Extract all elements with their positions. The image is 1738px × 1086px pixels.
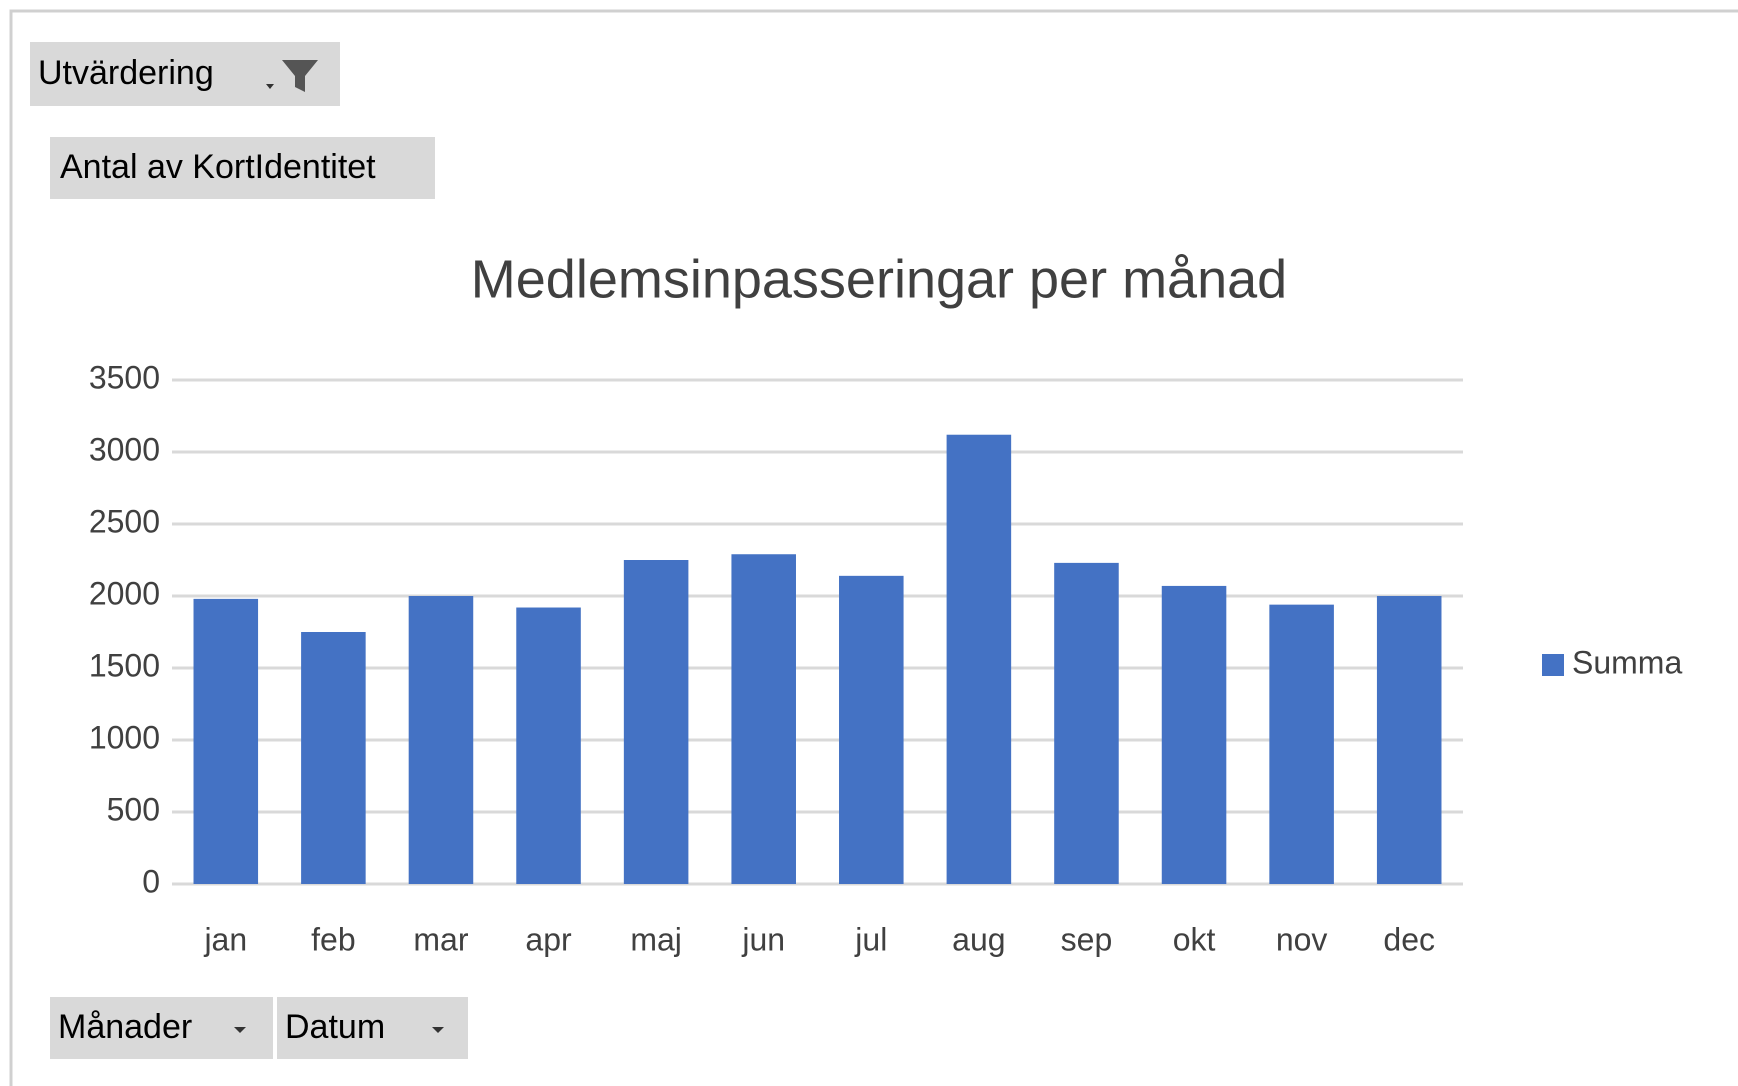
bar bbox=[623, 560, 689, 884]
x-tick-label: apr bbox=[525, 921, 572, 957]
legend-swatch bbox=[1542, 654, 1564, 676]
axis-field-button[interactable]: Datum bbox=[277, 997, 468, 1059]
dropdown-arrow bbox=[432, 1027, 444, 1033]
x-tick-label: maj bbox=[630, 921, 682, 957]
y-tick-label: 1000 bbox=[89, 719, 160, 755]
bar bbox=[946, 434, 1012, 884]
axis-field-label: Datum bbox=[285, 1008, 385, 1046]
x-tick-label: sep bbox=[1061, 921, 1113, 957]
value-field-label: Antal av KortIdentitet bbox=[60, 148, 376, 186]
y-tick-label: 1500 bbox=[89, 647, 160, 683]
y-tick-label: 3000 bbox=[89, 431, 160, 467]
axis-field-label: Månader bbox=[58, 1008, 192, 1046]
bar bbox=[839, 575, 904, 884]
y-tick-label: 3500 bbox=[89, 359, 160, 395]
x-tick-label: feb bbox=[311, 921, 355, 957]
bar bbox=[193, 598, 259, 884]
bar bbox=[301, 632, 366, 884]
bar bbox=[1054, 562, 1119, 884]
x-tick-label: jul bbox=[854, 921, 887, 957]
x-tick-label: dec bbox=[1383, 921, 1435, 957]
bar bbox=[516, 607, 581, 884]
bar bbox=[731, 554, 796, 884]
x-tick-label: jan bbox=[203, 921, 247, 957]
legend-label: Summa bbox=[1572, 644, 1682, 680]
bar bbox=[408, 596, 474, 884]
x-tick-label: okt bbox=[1173, 921, 1216, 957]
dropdown-arrow bbox=[266, 84, 274, 89]
bar bbox=[1376, 596, 1442, 884]
dropdown-arrow bbox=[234, 1027, 246, 1033]
y-tick-label: 2000 bbox=[89, 575, 160, 611]
bar bbox=[1161, 585, 1227, 884]
y-tick-label: 2500 bbox=[89, 503, 160, 539]
x-tick-label: nov bbox=[1276, 921, 1328, 957]
x-tick-label: mar bbox=[413, 921, 468, 957]
bar bbox=[1269, 604, 1334, 884]
x-tick-label: jun bbox=[741, 921, 785, 957]
axis-field-button[interactable]: Månader bbox=[50, 997, 273, 1059]
chart-title: Medlemsinpasseringar per månad bbox=[471, 249, 1287, 309]
filter-button[interactable]: Utvärdering bbox=[30, 42, 340, 106]
y-tick-label: 500 bbox=[107, 791, 160, 827]
filter-icon bbox=[282, 60, 318, 92]
filter-button-label: Utvärdering bbox=[38, 54, 214, 92]
value-field-button[interactable]: Antal av KortIdentitet bbox=[50, 137, 435, 199]
y-tick-label: 0 bbox=[142, 863, 160, 899]
x-tick-label: aug bbox=[952, 921, 1005, 957]
